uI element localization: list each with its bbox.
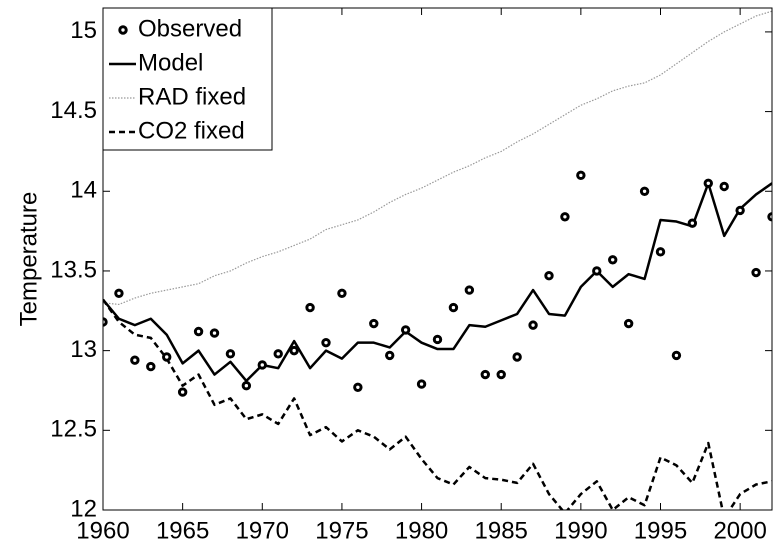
observed-point bbox=[639, 186, 650, 196]
observed-point bbox=[512, 352, 522, 362]
observed-point bbox=[337, 288, 347, 298]
y-tick-label: 14 bbox=[70, 177, 97, 204]
legend-label: CO2 fixed bbox=[138, 117, 245, 144]
observed-point bbox=[592, 266, 602, 276]
x-tick-label: 1975 bbox=[315, 517, 368, 544]
observed-point bbox=[623, 318, 634, 329]
legend-label: Observed bbox=[138, 15, 242, 42]
y-tick-label: 13 bbox=[70, 336, 97, 363]
series-line bbox=[103, 182, 772, 383]
observed-point bbox=[321, 337, 331, 348]
x-tick-label: 1995 bbox=[634, 517, 687, 544]
observed-point bbox=[114, 288, 124, 298]
observed-point bbox=[385, 350, 395, 361]
observed-point bbox=[687, 218, 698, 228]
observed-point bbox=[655, 247, 666, 257]
observed-point bbox=[703, 178, 713, 189]
observed-point bbox=[416, 379, 427, 389]
x-tick-label: 1985 bbox=[475, 517, 528, 544]
x-tick-label: 1970 bbox=[236, 517, 289, 544]
observed-point bbox=[671, 350, 682, 361]
observed-point bbox=[576, 170, 586, 181]
legend-label: RAD fixed bbox=[138, 83, 246, 110]
legend-label: Model bbox=[138, 49, 203, 76]
observed-point bbox=[369, 318, 379, 329]
observed-point bbox=[544, 271, 554, 281]
observed-point bbox=[193, 326, 204, 337]
observed-point bbox=[464, 285, 475, 295]
observed-point bbox=[273, 349, 283, 359]
observed-point bbox=[735, 205, 745, 216]
observed-point bbox=[751, 267, 761, 278]
observed-point bbox=[130, 355, 140, 365]
x-tick-label: 1980 bbox=[395, 517, 448, 544]
x-tick-label: 1960 bbox=[76, 517, 129, 544]
y-tick-label: 14.5 bbox=[50, 97, 97, 124]
legend: Observed Model RAD fixed CO2 fixed bbox=[102, 7, 273, 151]
y-tick-label: 13.5 bbox=[50, 256, 97, 283]
observed-point bbox=[608, 255, 618, 265]
observed-point bbox=[480, 369, 490, 380]
plot-area bbox=[103, 10, 772, 510]
observed-point bbox=[225, 349, 236, 359]
y-axis-label: Temperature bbox=[15, 192, 42, 327]
observed-point bbox=[560, 212, 570, 222]
y-tick-label: 15 bbox=[70, 17, 97, 44]
observed-point bbox=[353, 382, 363, 392]
observed-point bbox=[257, 360, 267, 370]
observed-point bbox=[528, 320, 538, 330]
x-tick-label: 1990 bbox=[554, 517, 607, 544]
observed-point bbox=[209, 328, 220, 338]
axes-box bbox=[102, 7, 773, 511]
observed-point bbox=[177, 387, 188, 397]
y-tick-label: 12 bbox=[70, 495, 97, 522]
observed-point bbox=[448, 302, 459, 313]
observed-point bbox=[289, 345, 299, 356]
observed-point bbox=[496, 369, 506, 380]
x-tick-label: 2000 bbox=[713, 517, 766, 544]
x-tick-label: 1965 bbox=[156, 517, 209, 544]
observed-point bbox=[305, 302, 315, 313]
legend-swatch bbox=[118, 25, 128, 35]
observed-point bbox=[719, 181, 729, 192]
observed-point bbox=[432, 334, 443, 345]
observed-point bbox=[400, 325, 411, 335]
observed-point bbox=[146, 361, 156, 372]
observed-point bbox=[241, 380, 252, 391]
legend-box bbox=[102, 7, 273, 151]
observed-point bbox=[162, 352, 172, 362]
series-line bbox=[103, 298, 772, 510]
y-tick-label: 12.5 bbox=[50, 416, 97, 443]
